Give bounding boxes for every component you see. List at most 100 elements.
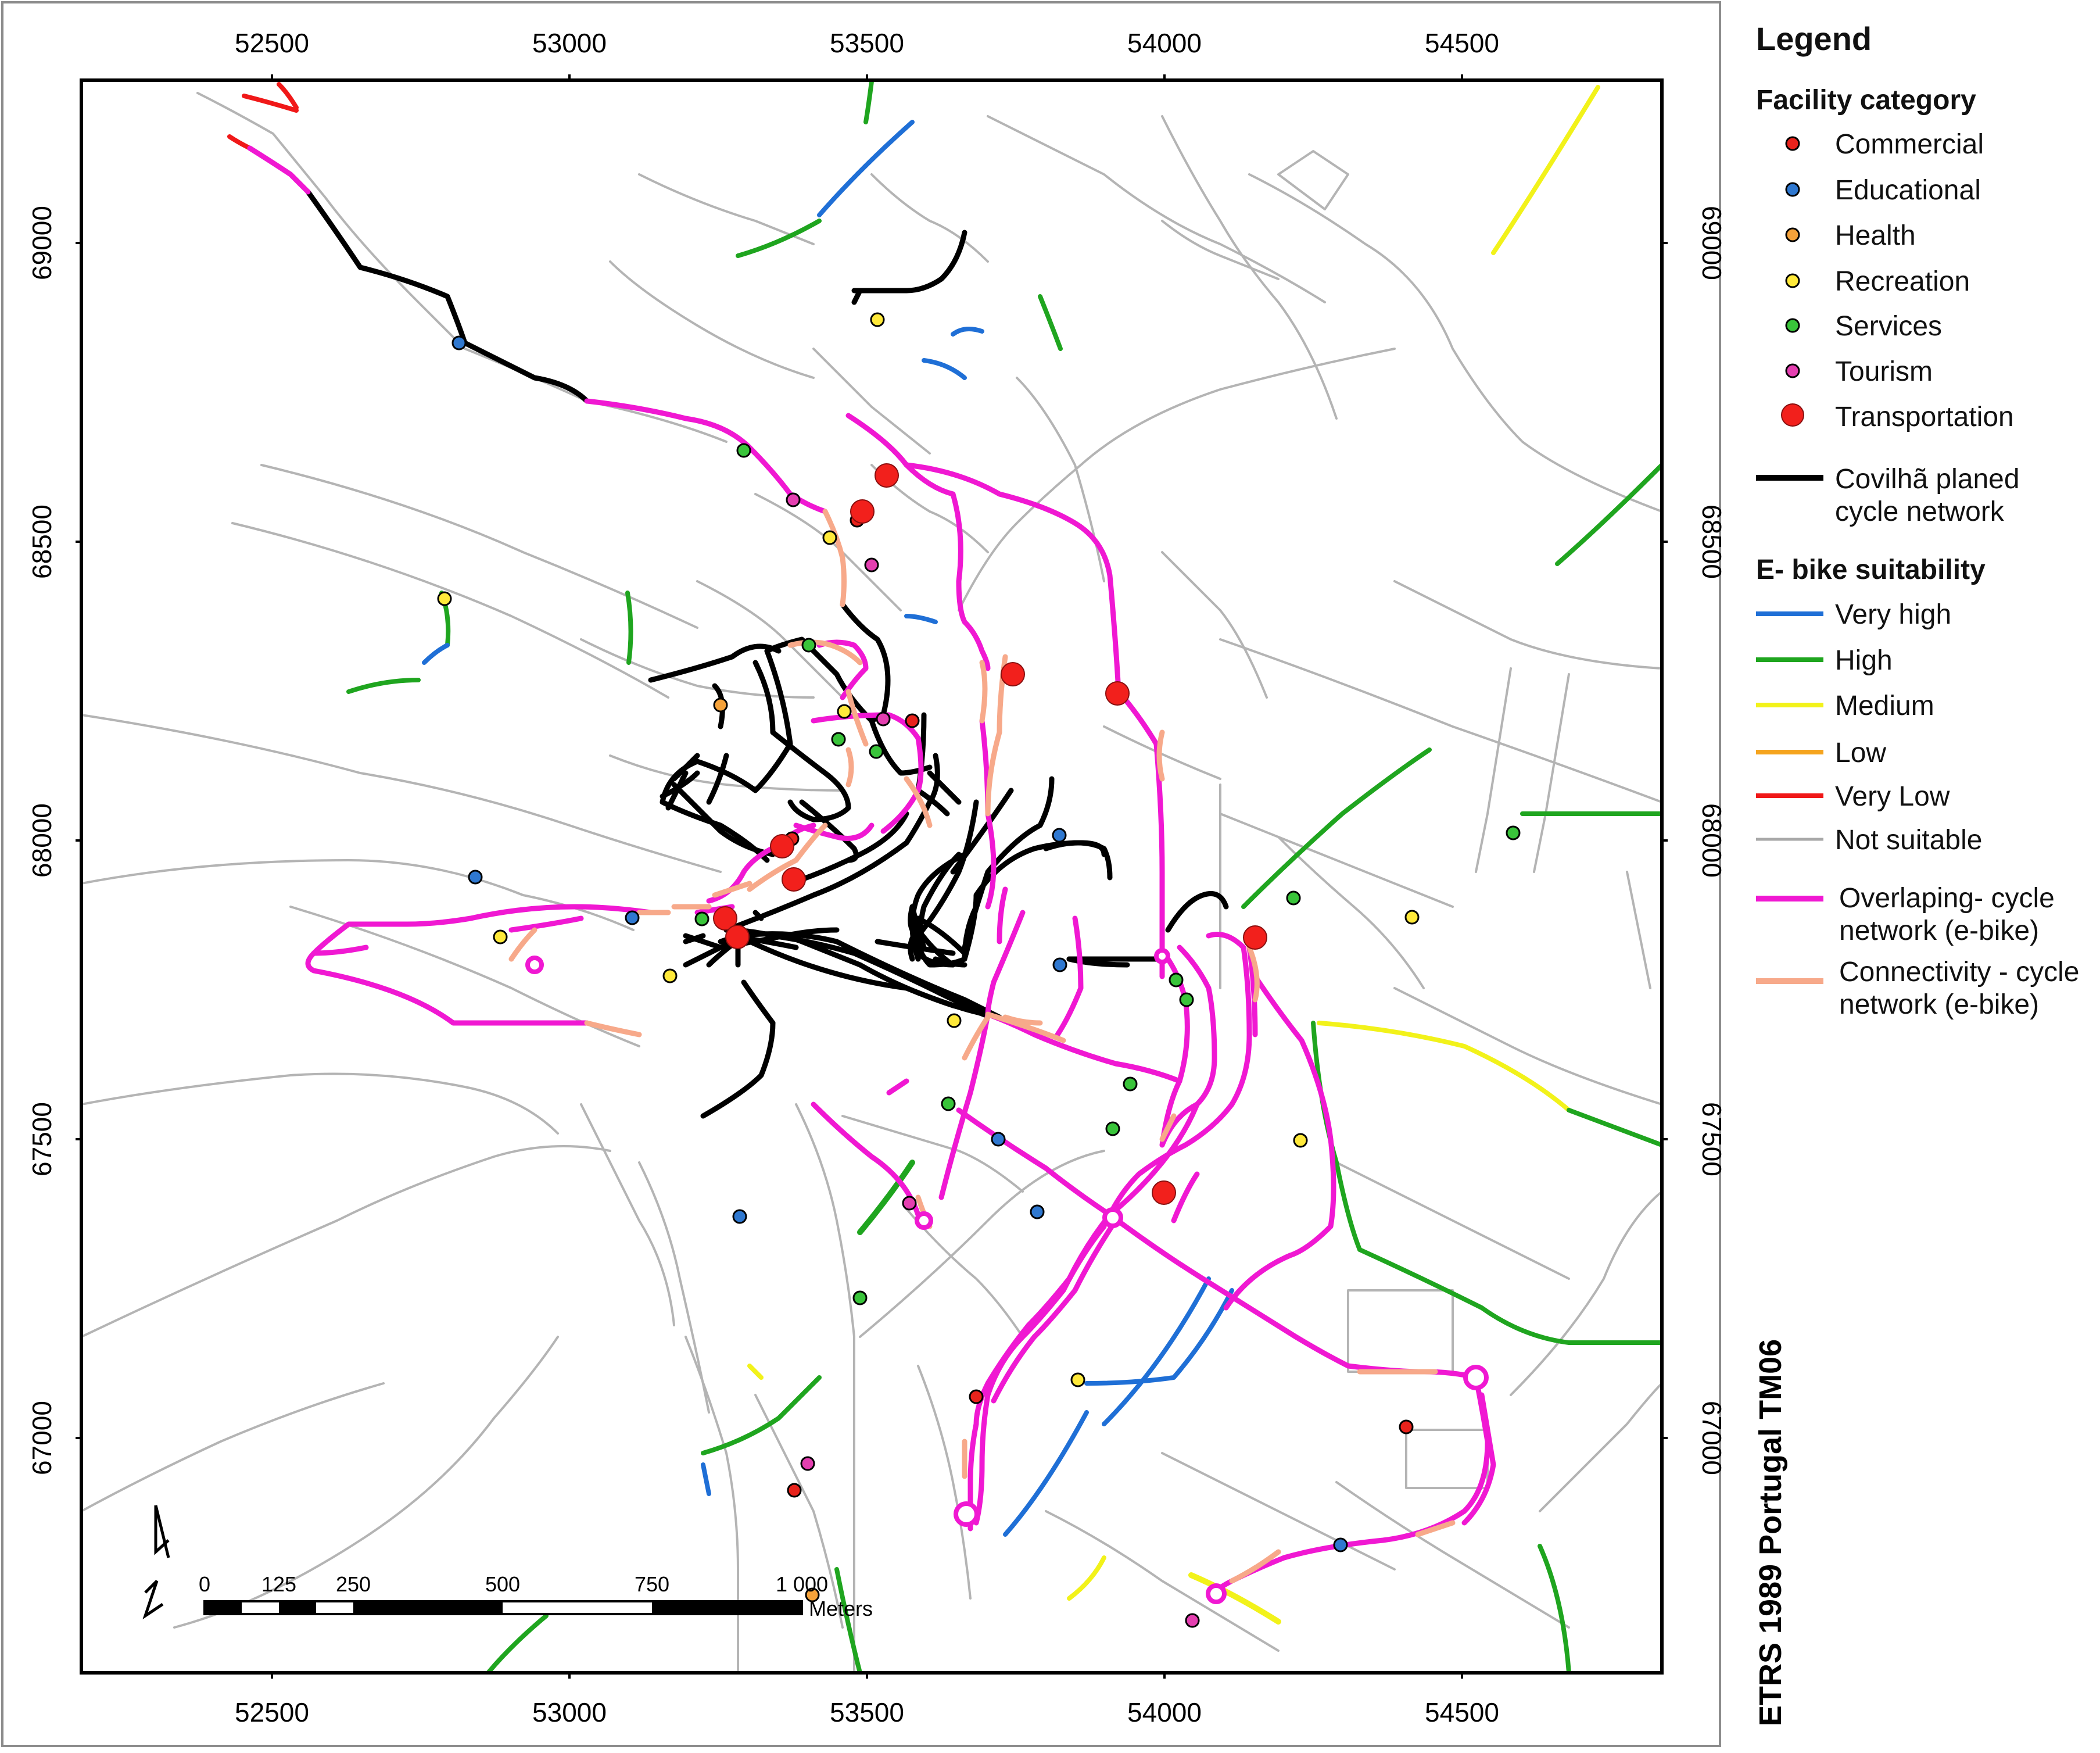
scale-label: 500 xyxy=(485,1572,520,1596)
transportation-point xyxy=(713,906,737,931)
educational-point xyxy=(732,1209,747,1224)
transportation-points xyxy=(713,463,1267,1205)
legend-item-transportation: Transportation xyxy=(1835,402,2014,432)
transportation-swatch xyxy=(1781,403,1804,427)
scale-unit: Meters xyxy=(809,1597,873,1620)
commercial-point xyxy=(787,1483,802,1498)
y-axis-left: 69000 68500 68000 67500 67000 xyxy=(27,206,57,1475)
legend-item-high: High xyxy=(1835,645,1893,676)
tourism-point xyxy=(1185,1613,1200,1628)
educational-point xyxy=(1052,957,1067,972)
x-tick-label: 54000 xyxy=(1127,1697,1202,1727)
map-area xyxy=(81,80,1662,1673)
y-tick-label: 68000 xyxy=(1697,803,1727,878)
services-point xyxy=(1286,890,1301,906)
legend: Legend Facility category Commercial Educ… xyxy=(1756,20,2079,1020)
x-tick-label: 54500 xyxy=(1425,28,1499,58)
x-tick-label: 54500 xyxy=(1425,1697,1499,1727)
x-tick-label: 53000 xyxy=(532,28,607,58)
legend-item-low: Low xyxy=(1835,738,1886,768)
educational-point xyxy=(1030,1204,1045,1219)
legend-title: Legend xyxy=(1756,20,1872,57)
legend-item-very-low: Very Low xyxy=(1835,781,1950,812)
legend-item-tourism: Tourism xyxy=(1835,356,1933,387)
y-axis-right: 69000 68500 68000 67500 67000 xyxy=(1697,206,1727,1475)
services-point xyxy=(852,1290,868,1305)
outer-frame xyxy=(1,1,1721,1747)
legend-item-medium: Medium xyxy=(1835,691,1934,721)
recreation-swatch xyxy=(1785,273,1800,288)
legend-item-recreation: Recreation xyxy=(1835,266,1970,297)
y-tick-label: 69000 xyxy=(1697,206,1727,280)
legend-item-services: Services xyxy=(1835,311,1942,342)
recreation-point xyxy=(1404,910,1420,925)
educational-point xyxy=(625,910,640,925)
scale-label: 1 000 xyxy=(776,1572,828,1596)
transportation-point xyxy=(725,925,750,949)
tourism-point xyxy=(786,492,801,507)
services-point xyxy=(801,638,816,653)
legend-item-planned-line2: cycle network xyxy=(1835,496,2005,527)
y-tick-label: 68500 xyxy=(27,505,57,579)
educational-swatch xyxy=(1785,182,1800,197)
legend-item-health: Health xyxy=(1835,220,1916,251)
scale-label: 250 xyxy=(336,1572,371,1596)
north-arrow-icon xyxy=(142,1505,170,1620)
commercial-point xyxy=(969,1389,984,1404)
x-tick-label: 52500 xyxy=(235,28,309,58)
transportation-point xyxy=(1105,681,1130,706)
services-point xyxy=(941,1096,956,1111)
x-tick-label: 53500 xyxy=(830,28,904,58)
scale-label: 0 xyxy=(199,1572,210,1596)
y-tick-label: 67000 xyxy=(1697,1401,1727,1475)
scale-label: 750 xyxy=(635,1572,669,1596)
suitability-heading: E- bike suitability xyxy=(1756,554,1986,585)
recreation-point xyxy=(947,1013,962,1028)
legend-item-very-high: Very high xyxy=(1835,599,1951,630)
services-point xyxy=(1169,972,1184,988)
transportation-point xyxy=(782,867,806,892)
services-point xyxy=(1506,825,1521,840)
x-axis-top: 52500 53000 53500 54000 54500 xyxy=(235,28,1499,58)
commercial-point xyxy=(905,713,920,728)
recreation-point xyxy=(837,704,852,719)
services-point xyxy=(1105,1121,1120,1136)
services-point xyxy=(736,443,751,458)
legend-item-connectivity-line2: network (e-bike) xyxy=(1839,989,2039,1020)
legend-item-commercial: Commercial xyxy=(1835,129,1984,160)
educational-point xyxy=(991,1132,1006,1147)
tourism-point xyxy=(864,557,879,573)
y-tick-label: 69000 xyxy=(27,206,57,280)
transportation-point xyxy=(1001,662,1025,686)
services-point xyxy=(694,911,709,926)
transportation-point xyxy=(850,499,875,524)
educational-point xyxy=(1333,1537,1348,1552)
y-tick-label: 67500 xyxy=(27,1102,57,1176)
recreation-point xyxy=(662,968,678,983)
health-swatch xyxy=(1785,227,1800,242)
health-point xyxy=(805,1587,820,1602)
crs-label: ETRS 1989 Portugal TM06 xyxy=(1753,1339,1788,1726)
x-tick-label: 53500 xyxy=(830,1697,904,1727)
recreation-point xyxy=(493,929,508,945)
transportation-point xyxy=(1243,925,1267,950)
tourism-point xyxy=(902,1196,917,1211)
recreation-point xyxy=(822,530,837,545)
transportation-point xyxy=(770,834,794,858)
recreation-point xyxy=(437,591,452,606)
tourism-point xyxy=(800,1456,815,1471)
legend-item-connectivity-line1: Connectivity - cycle xyxy=(1839,957,2079,988)
services-point xyxy=(1123,1076,1138,1092)
transportation-point xyxy=(875,463,899,488)
educational-point xyxy=(451,335,467,350)
legend-item-educational: Educational xyxy=(1835,175,1981,206)
axis-ticks xyxy=(76,74,1668,1679)
scale-label: 125 xyxy=(261,1572,296,1596)
street-network xyxy=(81,92,1662,1673)
legend-item-not-suitable: Not suitable xyxy=(1835,825,1982,856)
legend-item-planned-line1: Covilhã planed xyxy=(1835,464,2020,495)
y-tick-label: 68000 xyxy=(27,803,57,878)
x-tick-label: 53000 xyxy=(532,1697,607,1727)
x-tick-label: 54000 xyxy=(1127,28,1202,58)
